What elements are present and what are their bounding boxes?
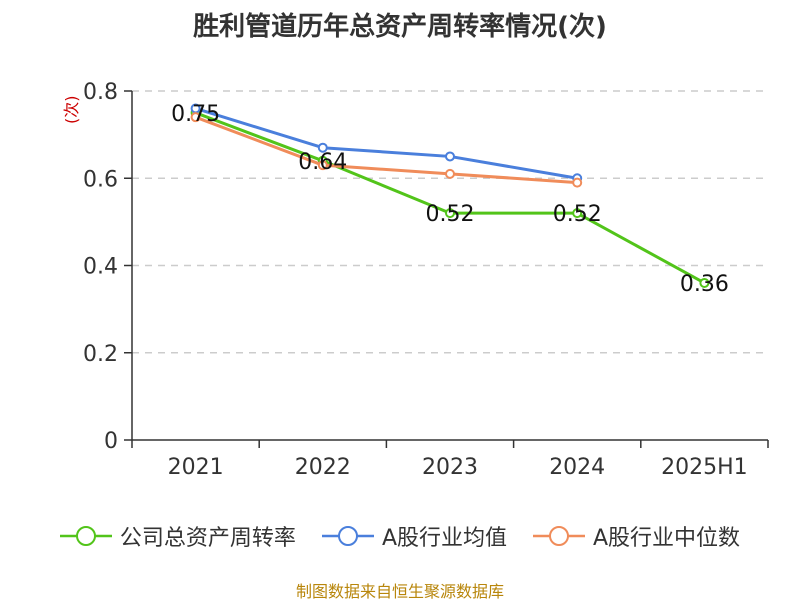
data-point: [317, 142, 328, 153]
legend-label: A股行业均值: [381, 526, 507, 551]
legend-label: A股行业中位数: [593, 526, 741, 551]
data-point: [572, 208, 583, 219]
legend-swatch-marker: [549, 526, 569, 546]
x-tick-label: 2022: [295, 455, 351, 480]
series-line: [195, 115, 578, 185]
data-point: [572, 177, 583, 188]
data-label: 0.52: [426, 202, 475, 227]
series-line: [195, 111, 706, 285]
x-tick-label: 2024: [549, 455, 605, 480]
x-tick-label: 2023: [422, 455, 478, 480]
legend-item: 公司总资产周转率: [59, 520, 296, 552]
legend-swatch-marker: [75, 526, 96, 546]
legend-swatch: [59, 526, 112, 546]
y-tick-label: 0.4: [83, 255, 118, 280]
source-note: 制图数据来自恒生聚源数据库: [295, 582, 504, 601]
legend: 公司总资产周转率 A股行业均值 A股行业中位数: [0, 520, 800, 552]
data-label: 0.75: [171, 102, 220, 127]
legend-label: 公司总资产周转率: [119, 526, 296, 551]
data-point: [445, 151, 455, 162]
y-tick-label: 0.2: [83, 342, 118, 367]
series-line: [195, 107, 578, 180]
data-point: [699, 277, 710, 288]
legend-swatch: [321, 526, 374, 546]
axis-layer: 0 0.2 0.4 0.6 0.8 2021 2022 2023 2024 2025H1: [83, 80, 769, 480]
legend-item: A股行业均值: [321, 520, 507, 552]
y-tick-label: 0.6: [83, 167, 118, 192]
label-layer: 0.75 0.64 0.52 0.52 0.36: [171, 102, 729, 297]
legend-swatch: [533, 526, 585, 546]
data-label: 0.36: [680, 272, 729, 297]
y-tick-label: 0.8: [83, 80, 118, 105]
x-tick-label: 2021: [168, 455, 224, 480]
chart-title: 胜利管道历年总资产周转率情况(次): [193, 12, 607, 42]
data-point: [445, 168, 455, 179]
data-point: [190, 112, 201, 123]
data-point: [445, 208, 455, 219]
data-label: 0.64: [298, 150, 347, 175]
series-layer: [190, 103, 710, 288]
legend-item: A股行业中位数: [533, 520, 740, 552]
data-label: 0.52: [553, 202, 602, 227]
x-tick-label: 2025H1: [661, 455, 748, 480]
data-point: [317, 160, 328, 171]
y-tick-label: 0: [104, 429, 118, 454]
legend-swatch-marker: [337, 526, 358, 546]
